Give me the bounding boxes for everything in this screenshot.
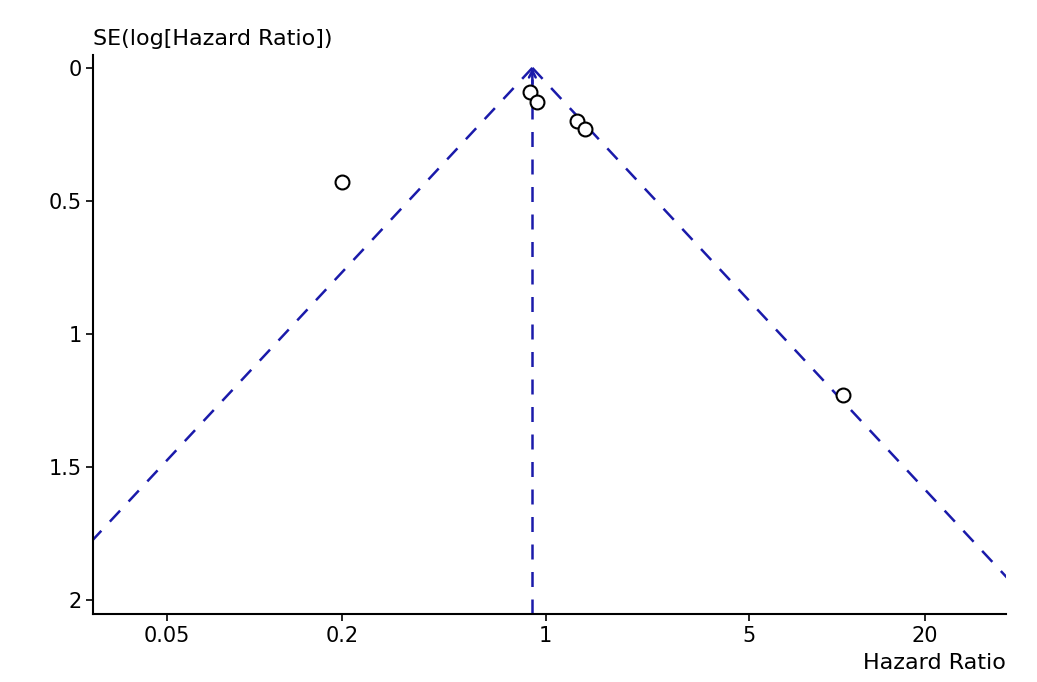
- Point: [568, 116, 585, 127]
- Point: [528, 97, 544, 108]
- Text: SE(log[Hazard Ratio]): SE(log[Hazard Ratio]): [93, 29, 333, 49]
- Point: [522, 87, 538, 98]
- Point: [334, 177, 351, 188]
- Text: Hazard Ratio: Hazard Ratio: [863, 653, 1006, 673]
- Point: [835, 390, 851, 401]
- Point: [577, 123, 593, 134]
